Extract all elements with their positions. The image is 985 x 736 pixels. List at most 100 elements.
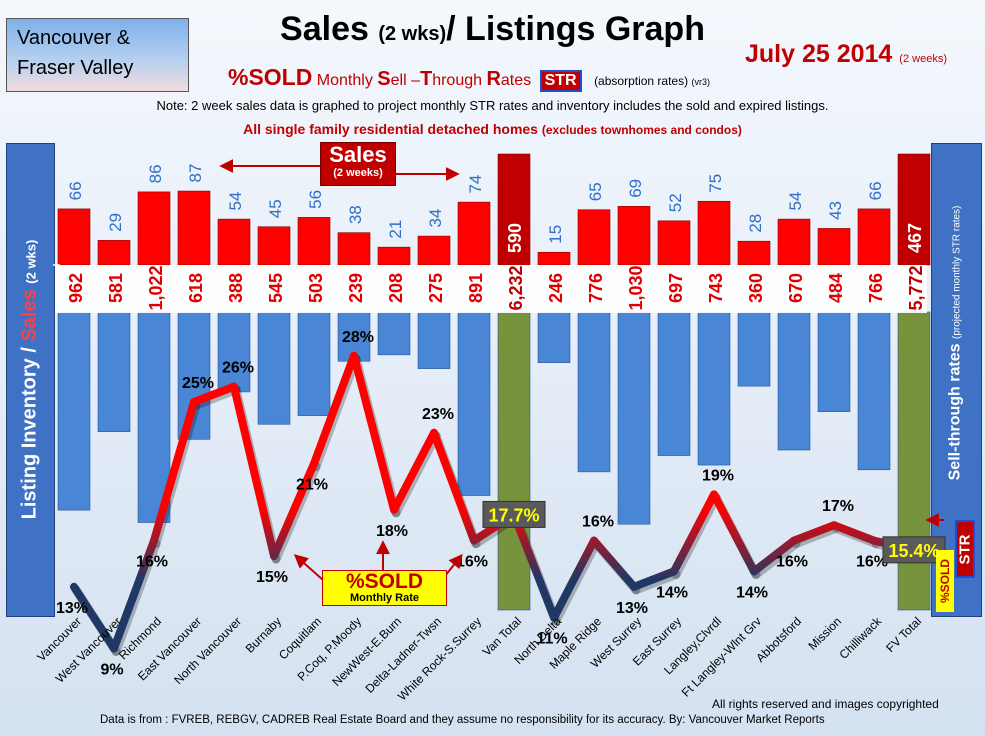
absorption-label: (absorption rates) (vr3) (594, 74, 710, 88)
sold-line-segment (150, 398, 198, 545)
inventory-value-label: 545 (266, 273, 286, 303)
sold-callout: %SOLD Monthly Rate (322, 570, 447, 606)
sold-value-label: 19% (702, 467, 734, 484)
sold-value-label: 13% (56, 600, 88, 617)
sold-line-segment (830, 521, 878, 545)
inventory-value-label: 275 (426, 273, 446, 303)
sales-bar (857, 208, 891, 266)
sold-value-label: 15% (256, 569, 288, 586)
inventory-bar (577, 311, 611, 473)
title-rest: / Listings Graph (446, 10, 705, 48)
sales-value-label: 75 (706, 174, 725, 193)
inventory-value-label: 618 (186, 273, 206, 303)
chart-title: Sales (2 wks)/ Listings Graph (0, 10, 985, 49)
title-main: Sales (280, 10, 369, 48)
inventory-bar (137, 311, 171, 523)
inventory-value-label: 239 (346, 273, 366, 303)
sales-value-label: 54 (786, 192, 805, 211)
inventory-bar (497, 311, 531, 611)
sales-bar (257, 226, 291, 266)
sold-line-segment (790, 521, 838, 545)
inventory-value-label: 1,022 (146, 265, 166, 310)
sold-value-label: 26% (222, 360, 254, 377)
sold-line-segment (390, 428, 438, 514)
sales-value-label: 54 (226, 192, 245, 211)
sold-line-segment (230, 382, 278, 560)
sales-bar (577, 209, 611, 266)
note: Note: 2 week sales data is graphed to pr… (156, 98, 829, 113)
inventory-value-label: 503 (306, 273, 326, 303)
inventory-value-label: 388 (226, 273, 246, 303)
str-vertical-badge: STR (955, 520, 975, 578)
inventory-value-label: 776 (586, 273, 606, 303)
inventory-bar (777, 311, 811, 451)
sold-arrow-left (293, 554, 324, 581)
sales-value-label: 65 (586, 182, 605, 201)
left-axis-panel (6, 143, 55, 617)
sales-bar (697, 200, 731, 266)
inventory-bar (697, 311, 731, 466)
total-sold-box (882, 536, 946, 564)
sales-value-label: 66 (866, 181, 885, 200)
category-label: NewWest-E.Burn (329, 614, 404, 689)
inventory-bar (97, 311, 131, 432)
total-sold-box (482, 500, 546, 528)
sold-line-segment (310, 351, 358, 468)
str-badge: STR (539, 70, 582, 92)
inventory-value-label: 743 (706, 273, 726, 303)
inventory-label-band (55, 265, 927, 313)
sales-bar (297, 217, 331, 266)
category-label: Delta-Ladner-Twsn (363, 614, 445, 696)
sold-value-label: 11% (536, 631, 567, 648)
category-label: Mission (805, 614, 844, 653)
sold-line-segment (350, 351, 398, 514)
sales-value-label: 66 (66, 181, 85, 200)
sales-bar (337, 232, 371, 266)
homes-note: All single family residential detached h… (243, 121, 742, 137)
sold-line-segment (590, 536, 638, 591)
inventory-bar (657, 311, 691, 456)
sold-value-label: 13% (616, 600, 648, 617)
right-axis-label: Sell-through rates (projected monthly ST… (946, 205, 964, 481)
inventory-bar (417, 311, 451, 369)
inventory-bar (377, 311, 411, 356)
inventory-value-label: 962 (66, 273, 86, 303)
inventory-bar (297, 311, 331, 416)
sales-bar (417, 235, 451, 266)
sales-value-label: 52 (666, 193, 685, 212)
sold-value-label: 14% (656, 584, 688, 601)
sold-value-label: 23% (422, 406, 454, 423)
report-date-note: (2 weeks) (899, 53, 947, 65)
sales-value-label: 38 (346, 205, 365, 224)
sold-line-segment (630, 567, 678, 591)
sales-bar (177, 190, 211, 266)
sold-arrow-right (444, 553, 463, 577)
sold-line-segment (70, 582, 118, 653)
sales-value-label: 43 (826, 201, 845, 220)
sold-value-label: 14% (736, 584, 768, 601)
sold-value-label: 16% (776, 554, 808, 571)
sold-value-label: 16% (456, 554, 488, 571)
sold-line-segment (710, 490, 758, 576)
sold-value-label: 9% (100, 661, 123, 678)
sales-bar (137, 191, 171, 266)
sales-value-label: 45 (266, 199, 285, 218)
subtitle: %SOLD Monthly Sell –Through Rates STR (a… (228, 64, 710, 92)
category-label: Chilliwack (837, 614, 885, 662)
inventory-bar (617, 311, 651, 525)
sales-value-label: 590 (505, 223, 525, 253)
inventory-value-label: 891 (466, 273, 486, 303)
sold-line-segment (270, 459, 318, 560)
inventory-bar (177, 311, 211, 440)
inventory-bar (217, 311, 251, 393)
sales-value-label: 15 (546, 225, 565, 244)
sold-value-label: 16% (856, 554, 888, 571)
inventory-bar (857, 311, 891, 471)
inventory-value-label: 581 (106, 273, 126, 303)
source-note: Data is from : FVREB, REBGV, CADREB Real… (100, 714, 825, 726)
inventory-value-label: 6,232 (506, 265, 526, 310)
sales-bar (617, 206, 651, 266)
sales-value-label: 28 (746, 214, 765, 233)
